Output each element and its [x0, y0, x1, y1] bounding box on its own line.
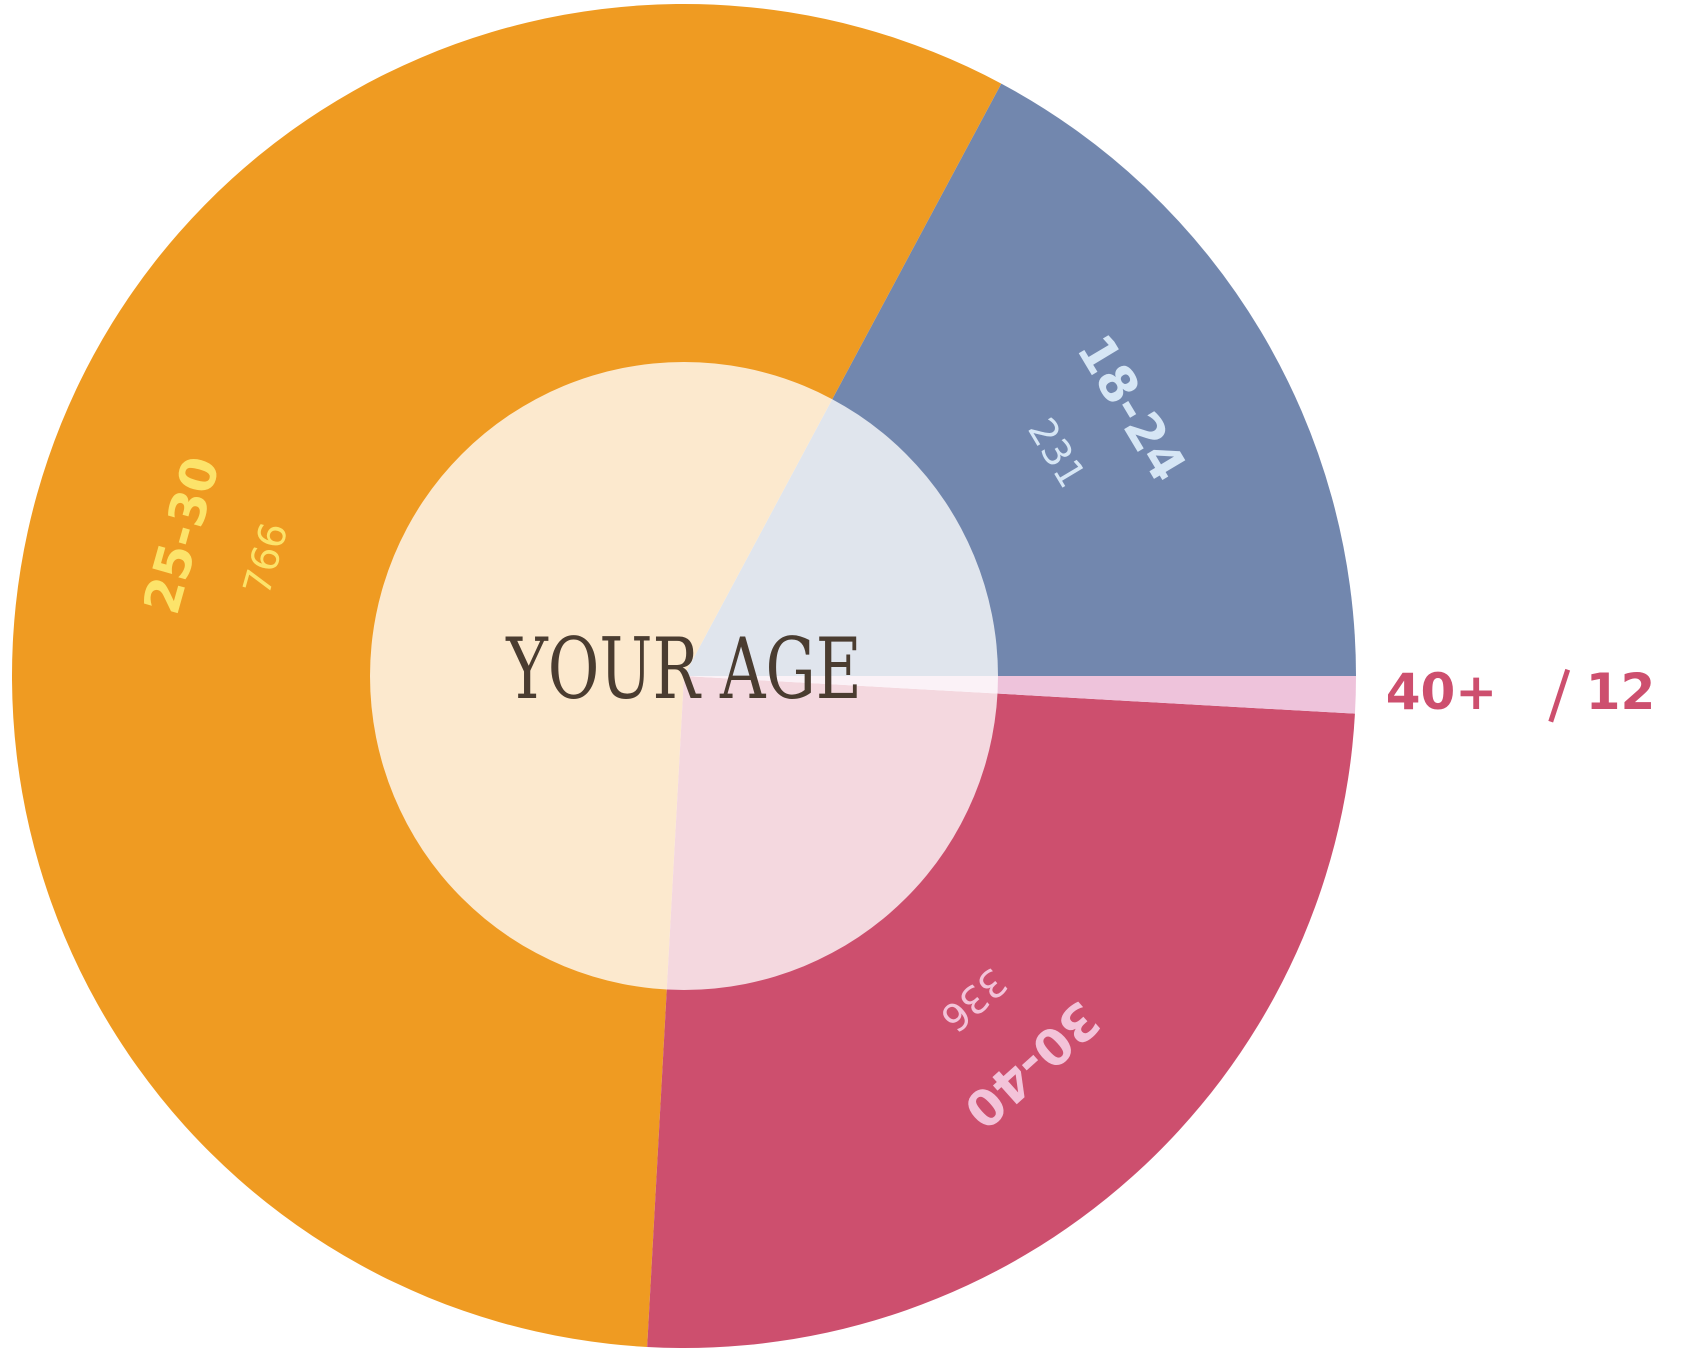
chart-title: YOUR AGE	[505, 620, 861, 718]
slice-label: 40+	[1386, 663, 1497, 721]
value-label: 12	[1586, 663, 1656, 721]
label-separator	[1548, 668, 1571, 723]
donut-center	[370, 362, 998, 990]
